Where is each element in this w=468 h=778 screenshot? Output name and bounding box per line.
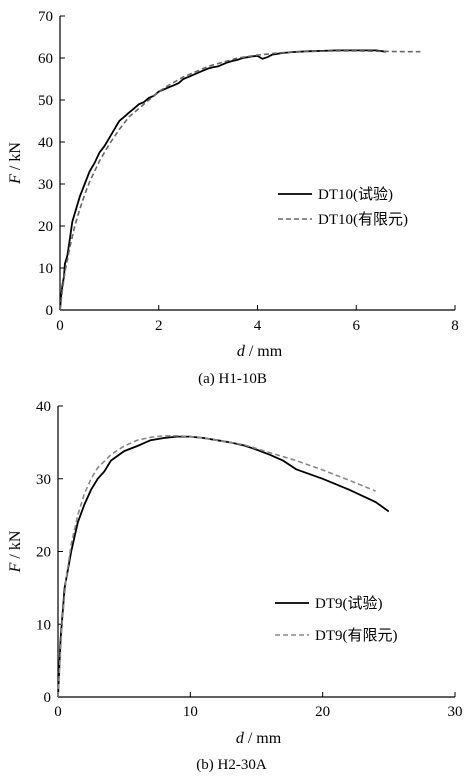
x-tick-label: 8 [451,318,459,334]
x-axis-variable: d [237,343,246,360]
x-axis-label: d / mm [237,343,283,360]
y-tick-label: 30 [36,472,51,488]
x-tick-label: 10 [183,704,198,720]
y-axis-label: F / kN [7,530,24,573]
y-axis-label: F / kN [7,142,24,185]
y-tick-label: 0 [44,690,52,706]
x-tick-label: 0 [54,704,62,720]
series-line-fem [59,50,421,311]
y-axis-unit: / kN [7,530,24,562]
chart-caption: (b) H2-30A [196,757,267,773]
x-tick-label: 30 [448,704,463,720]
y-tick-label: 40 [38,135,53,151]
y-axis-variable: F [7,562,24,573]
chart-caption: (a) H1-10B [198,371,267,387]
y-tick-label: 20 [38,219,53,235]
y-tick-label: 20 [36,545,51,561]
x-tick-label: 4 [254,318,262,334]
legend-label: DT9(有限元) [315,627,398,644]
y-axis-variable: F [7,174,24,185]
x-axis-label: d / mm [236,730,282,747]
x-axis-unit: / mm [244,730,282,747]
series-line-test [57,435,390,698]
y-tick-label: 70 [38,9,53,25]
x-tick-label: 0 [56,318,64,334]
y-tick-label: 30 [38,177,53,193]
x-tick-label: 6 [353,318,361,334]
x-axis-variable: d [236,730,245,747]
series-line-test [59,49,387,311]
y-tick-label: 40 [36,399,51,415]
y-tick-label: 0 [46,303,54,319]
y-tick-label: 10 [36,617,51,633]
x-axis-unit: / mm [245,343,283,360]
legend-label: DT9(试验) [315,595,383,612]
x-tick-label: 2 [155,318,163,334]
legend-label: DT10(有限元) [318,211,408,228]
y-tick-label: 50 [38,93,53,109]
series-line-fem [57,434,376,698]
legend-label: DT10(试验) [318,186,393,203]
y-axis-unit: / kN [7,142,24,174]
y-tick-label: 60 [38,51,53,67]
x-tick-label: 20 [315,704,330,720]
y-tick-label: 10 [38,261,53,277]
